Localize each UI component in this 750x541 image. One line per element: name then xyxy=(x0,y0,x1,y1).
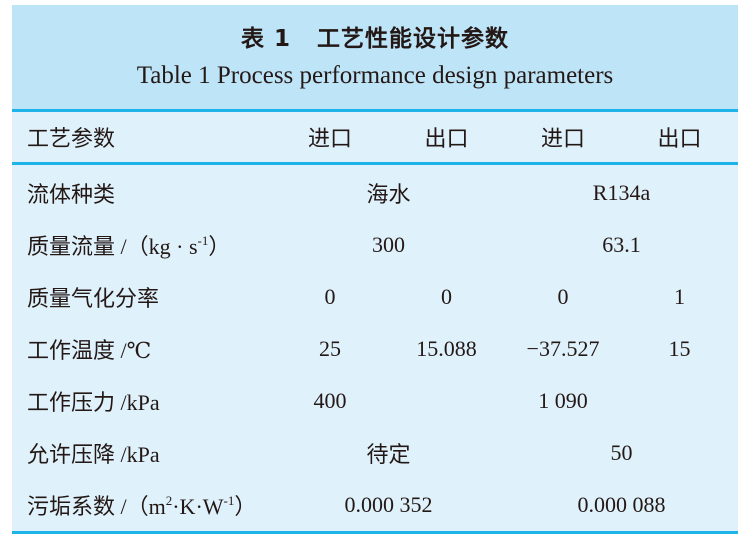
cell: 0.000 352 xyxy=(344,492,433,517)
cell: 300 xyxy=(372,232,405,257)
table-caption: 表 1 工艺性能设计参数 Table 1 Process performance … xyxy=(12,5,738,109)
table-row: 工作温度 /℃ 25 15.088 −37.527 15 xyxy=(12,323,738,375)
header-rule xyxy=(12,162,738,165)
row-label: 流体种类 xyxy=(27,182,116,207)
cell: 0.000 088 xyxy=(577,492,666,517)
top-rule xyxy=(12,109,738,112)
cell: 15.088 xyxy=(416,336,477,361)
label-text: ·K·W xyxy=(172,494,224,519)
cell: R134a xyxy=(592,180,651,205)
table-container: 表 1 工艺性能设计参数 Table 1 Process performance … xyxy=(12,5,738,534)
cell: 待定 xyxy=(366,442,411,467)
parameters-table: 工艺参数 进口 出口 进口 出口 流体种类 海水 R134a 质量流量 /（kg… xyxy=(12,112,738,531)
cell: 0 xyxy=(324,284,336,309)
caption-chinese: 表 1 工艺性能设计参数 xyxy=(12,5,738,55)
label-sup: -1 xyxy=(197,233,209,248)
header-outlet: 出口 xyxy=(657,126,702,151)
header-outlet: 出口 xyxy=(424,126,469,151)
label-text: 质量流量 /（kg · s xyxy=(27,234,198,259)
row-label: 质量气化分率 xyxy=(27,286,160,311)
row-label: 污垢系数 /（m2·K·W-1） xyxy=(12,479,272,531)
table-row: 工作压力 /kPa 400 1 090 xyxy=(12,375,738,427)
cell: 海水 xyxy=(366,182,411,207)
header-inlet: 进口 xyxy=(540,126,585,151)
table-row: 质量流量 /（kg · s-1） 300 63.1 xyxy=(12,219,738,271)
label-text: 污垢系数 /（m xyxy=(27,494,166,519)
header-parameter: 工艺参数 xyxy=(27,126,116,151)
cell: −37.527 xyxy=(526,336,600,361)
row-label: 工作温度 /℃ xyxy=(27,338,152,363)
label-sup: 2 xyxy=(165,493,173,508)
row-label: 工作压力 /kPa xyxy=(27,390,160,415)
cell: 400 xyxy=(313,388,347,413)
cell: 1 090 xyxy=(538,388,588,413)
cell: 25 xyxy=(319,336,341,361)
row-label: 质量流量 /（kg · s-1） xyxy=(12,219,272,271)
row-label: 允许压降 /kPa xyxy=(27,442,160,467)
bottom-rule xyxy=(12,531,738,534)
table-row: 允许压降 /kPa 待定 50 xyxy=(12,427,738,479)
caption-english: Table 1 Process performance design param… xyxy=(136,62,614,89)
cell xyxy=(621,375,738,427)
table-row: 污垢系数 /（m2·K·W-1） 0.000 352 0.000 088 xyxy=(12,479,738,531)
label-text: ） xyxy=(208,234,231,259)
label-text: ） xyxy=(234,494,257,519)
header-row: 工艺参数 进口 出口 进口 出口 xyxy=(12,112,738,162)
caption-number: 表 1 xyxy=(240,26,291,52)
table-row: 流体种类 海水 R134a xyxy=(12,165,738,219)
header-inlet: 进口 xyxy=(307,126,352,151)
table-row: 质量气化分率 0 0 0 1 xyxy=(12,271,738,323)
cell: 63.1 xyxy=(602,232,641,257)
label-sup: -1 xyxy=(223,493,235,508)
cell xyxy=(388,375,505,427)
caption-cn-title: 工艺性能设计参数 xyxy=(317,26,509,52)
cell: 15 xyxy=(668,336,691,361)
cell: 50 xyxy=(610,440,633,465)
cell: 0 xyxy=(557,284,569,309)
cell: 1 xyxy=(674,284,685,309)
cell: 0 xyxy=(441,284,452,309)
